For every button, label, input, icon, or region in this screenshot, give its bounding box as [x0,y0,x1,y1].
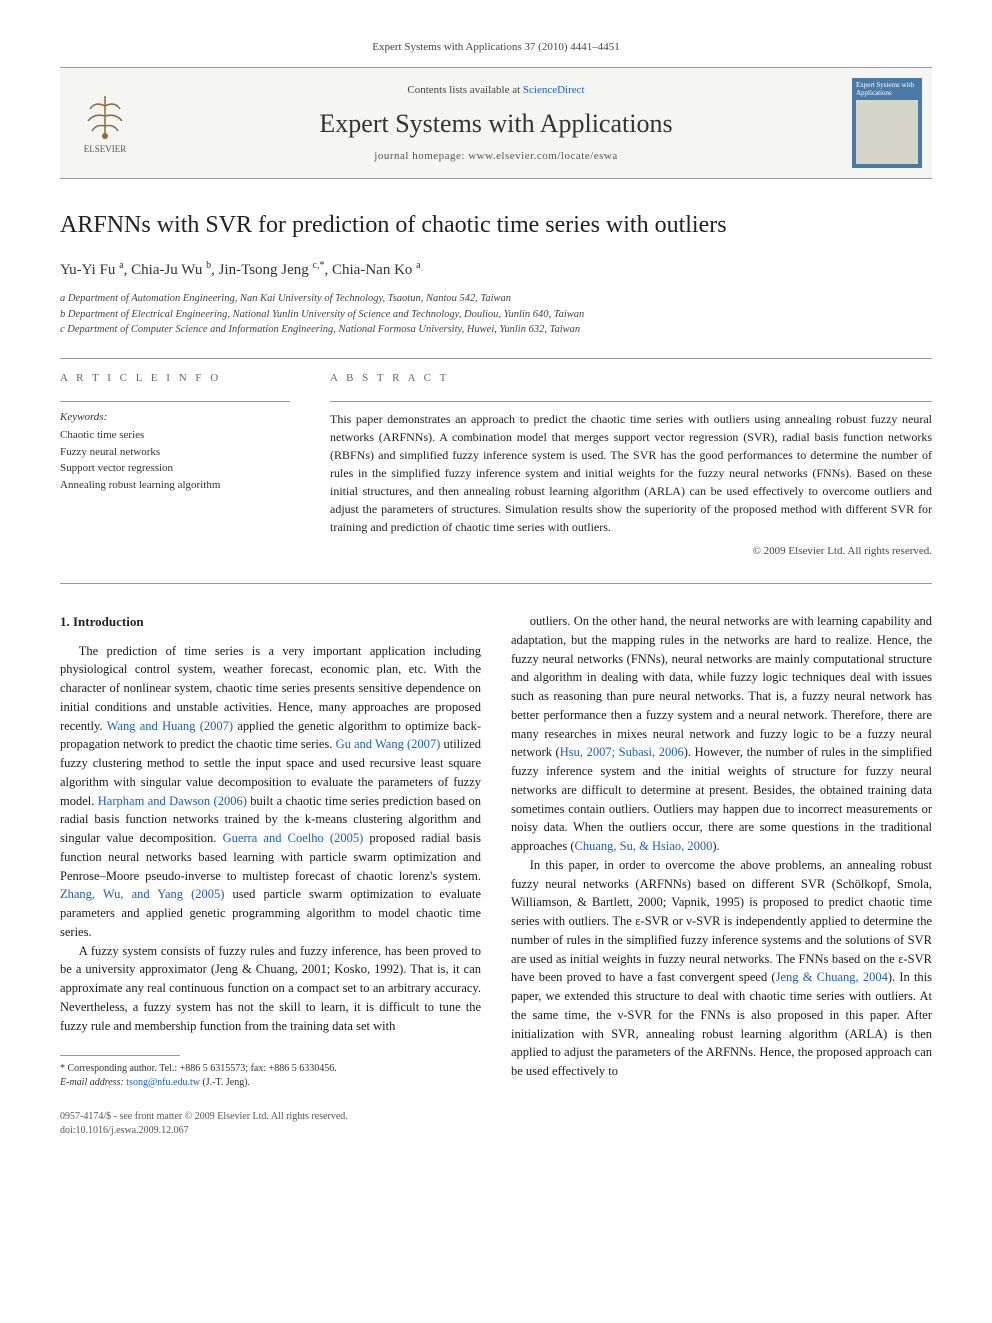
ref-chuang-su-hsiao: Chuang, Su, & Hsiao, 2000 [575,839,713,853]
affiliation-b: b Department of Electrical Engineering, … [60,307,932,323]
elsevier-label: ELSEVIER [84,143,127,156]
intro-para-4: In this paper, in order to overcome the … [511,856,932,1081]
body-two-column: 1. Introduction The prediction of time s… [60,612,932,1090]
issn-line: 0957-4174/$ - see front matter © 2009 El… [60,1110,348,1124]
cover-body [856,100,918,165]
citation-line: Expert Systems with Applications 37 (201… [60,40,932,55]
divider-bottom [60,583,932,584]
contents-line: Contents lists available at ScienceDirec… [140,83,852,98]
ref-gu-wang: Gu and Wang (2007) [336,737,441,751]
intro-para-3: outliers. On the other hand, the neural … [511,612,932,856]
journal-homepage: journal homepage: www.elsevier.com/locat… [140,149,852,164]
corresponding-author-footnote: * Corresponding author. Tel.: +886 5 631… [60,1062,481,1090]
keywords-list: Chaotic time series Fuzzy neural network… [60,427,290,493]
cover-title-text: Expert Systems with Applications [856,82,918,97]
journal-header-bar: ELSEVIER Contents lists available at Sci… [60,67,932,179]
ref-guerra-coelho: Guerra and Coelho (2005) [223,831,364,845]
abstract-heading: A B S T R A C T [330,371,932,386]
abstract-text: This paper demonstrates an approach to p… [330,410,932,536]
affiliations-block: a Department of Automation Engineering, … [60,291,932,338]
article-info-column: A R T I C L E I N F O Keywords: Chaotic … [60,371,290,559]
section-1-heading: 1. Introduction [60,612,481,632]
journal-title: Expert Systems with Applications [140,106,852,142]
affiliation-c: c Department of Computer Science and Inf… [60,322,932,338]
abstract-column: A B S T R A C T This paper demonstrates … [330,371,932,559]
info-abstract-row: A R T I C L E I N F O Keywords: Chaotic … [60,371,932,559]
affiliation-a: a Department of Automation Engineering, … [60,291,932,307]
elsevier-tree-icon [80,91,130,141]
sciencedirect-link[interactable]: ScienceDirect [523,84,585,96]
footnote-separator [60,1055,180,1056]
article-title: ARFNNs with SVR for prediction of chaoti… [60,209,932,243]
email-label: E-mail address: [60,1077,126,1088]
ref-jeng-chuang: Jeng & Chuang, 2004 [776,970,888,984]
keyword-item: Support vector regression [60,460,290,477]
corresponding-line: * Corresponding author. Tel.: +886 5 631… [60,1062,481,1076]
author-list: Yu-Yi Fu a, Chia-Ju Wu b, Jin-Tsong Jeng… [60,259,932,281]
intro-para-2: A fuzzy system consists of fuzzy rules a… [60,942,481,1036]
ref-hsu-subasi: Hsu, 2007; Subasi, 2006 [560,745,684,759]
email-line: E-mail address: tsong@nfu.edu.tw (J.-T. … [60,1076,481,1090]
keyword-item: Fuzzy neural networks [60,444,290,461]
intro-para-1: The prediction of time series is a very … [60,642,481,942]
footer-left: 0957-4174/$ - see front matter © 2009 El… [60,1110,348,1138]
elsevier-logo: ELSEVIER [70,83,140,163]
keywords-label: Keywords: [60,410,290,425]
journal-cover-thumbnail: Expert Systems with Applications [852,78,922,168]
journal-center-block: Contents lists available at ScienceDirec… [140,83,852,164]
email-suffix: (J.-T. Jeng). [200,1077,250,1088]
info-divider [60,401,290,402]
divider-top [60,358,932,359]
page-footer: 0957-4174/$ - see front matter © 2009 El… [60,1110,932,1138]
abstract-copyright: © 2009 Elsevier Ltd. All rights reserved… [330,544,932,559]
contents-prefix: Contents lists available at [407,84,522,96]
corresponding-email-link[interactable]: tsong@nfu.edu.tw [126,1077,200,1088]
keyword-item: Chaotic time series [60,427,290,444]
article-info-heading: A R T I C L E I N F O [60,371,290,386]
ref-wang-huang: Wang and Huang (2007) [107,719,233,733]
doi-line: doi:10.1016/j.eswa.2009.12.067 [60,1124,348,1138]
keyword-item: Annealing robust learning algorithm [60,477,290,494]
abstract-divider [330,401,932,402]
ref-harpham-dawson: Harpham and Dawson (2006) [98,794,247,808]
ref-zhang-wu-yang: Zhang, Wu, and Yang (2005) [60,887,224,901]
